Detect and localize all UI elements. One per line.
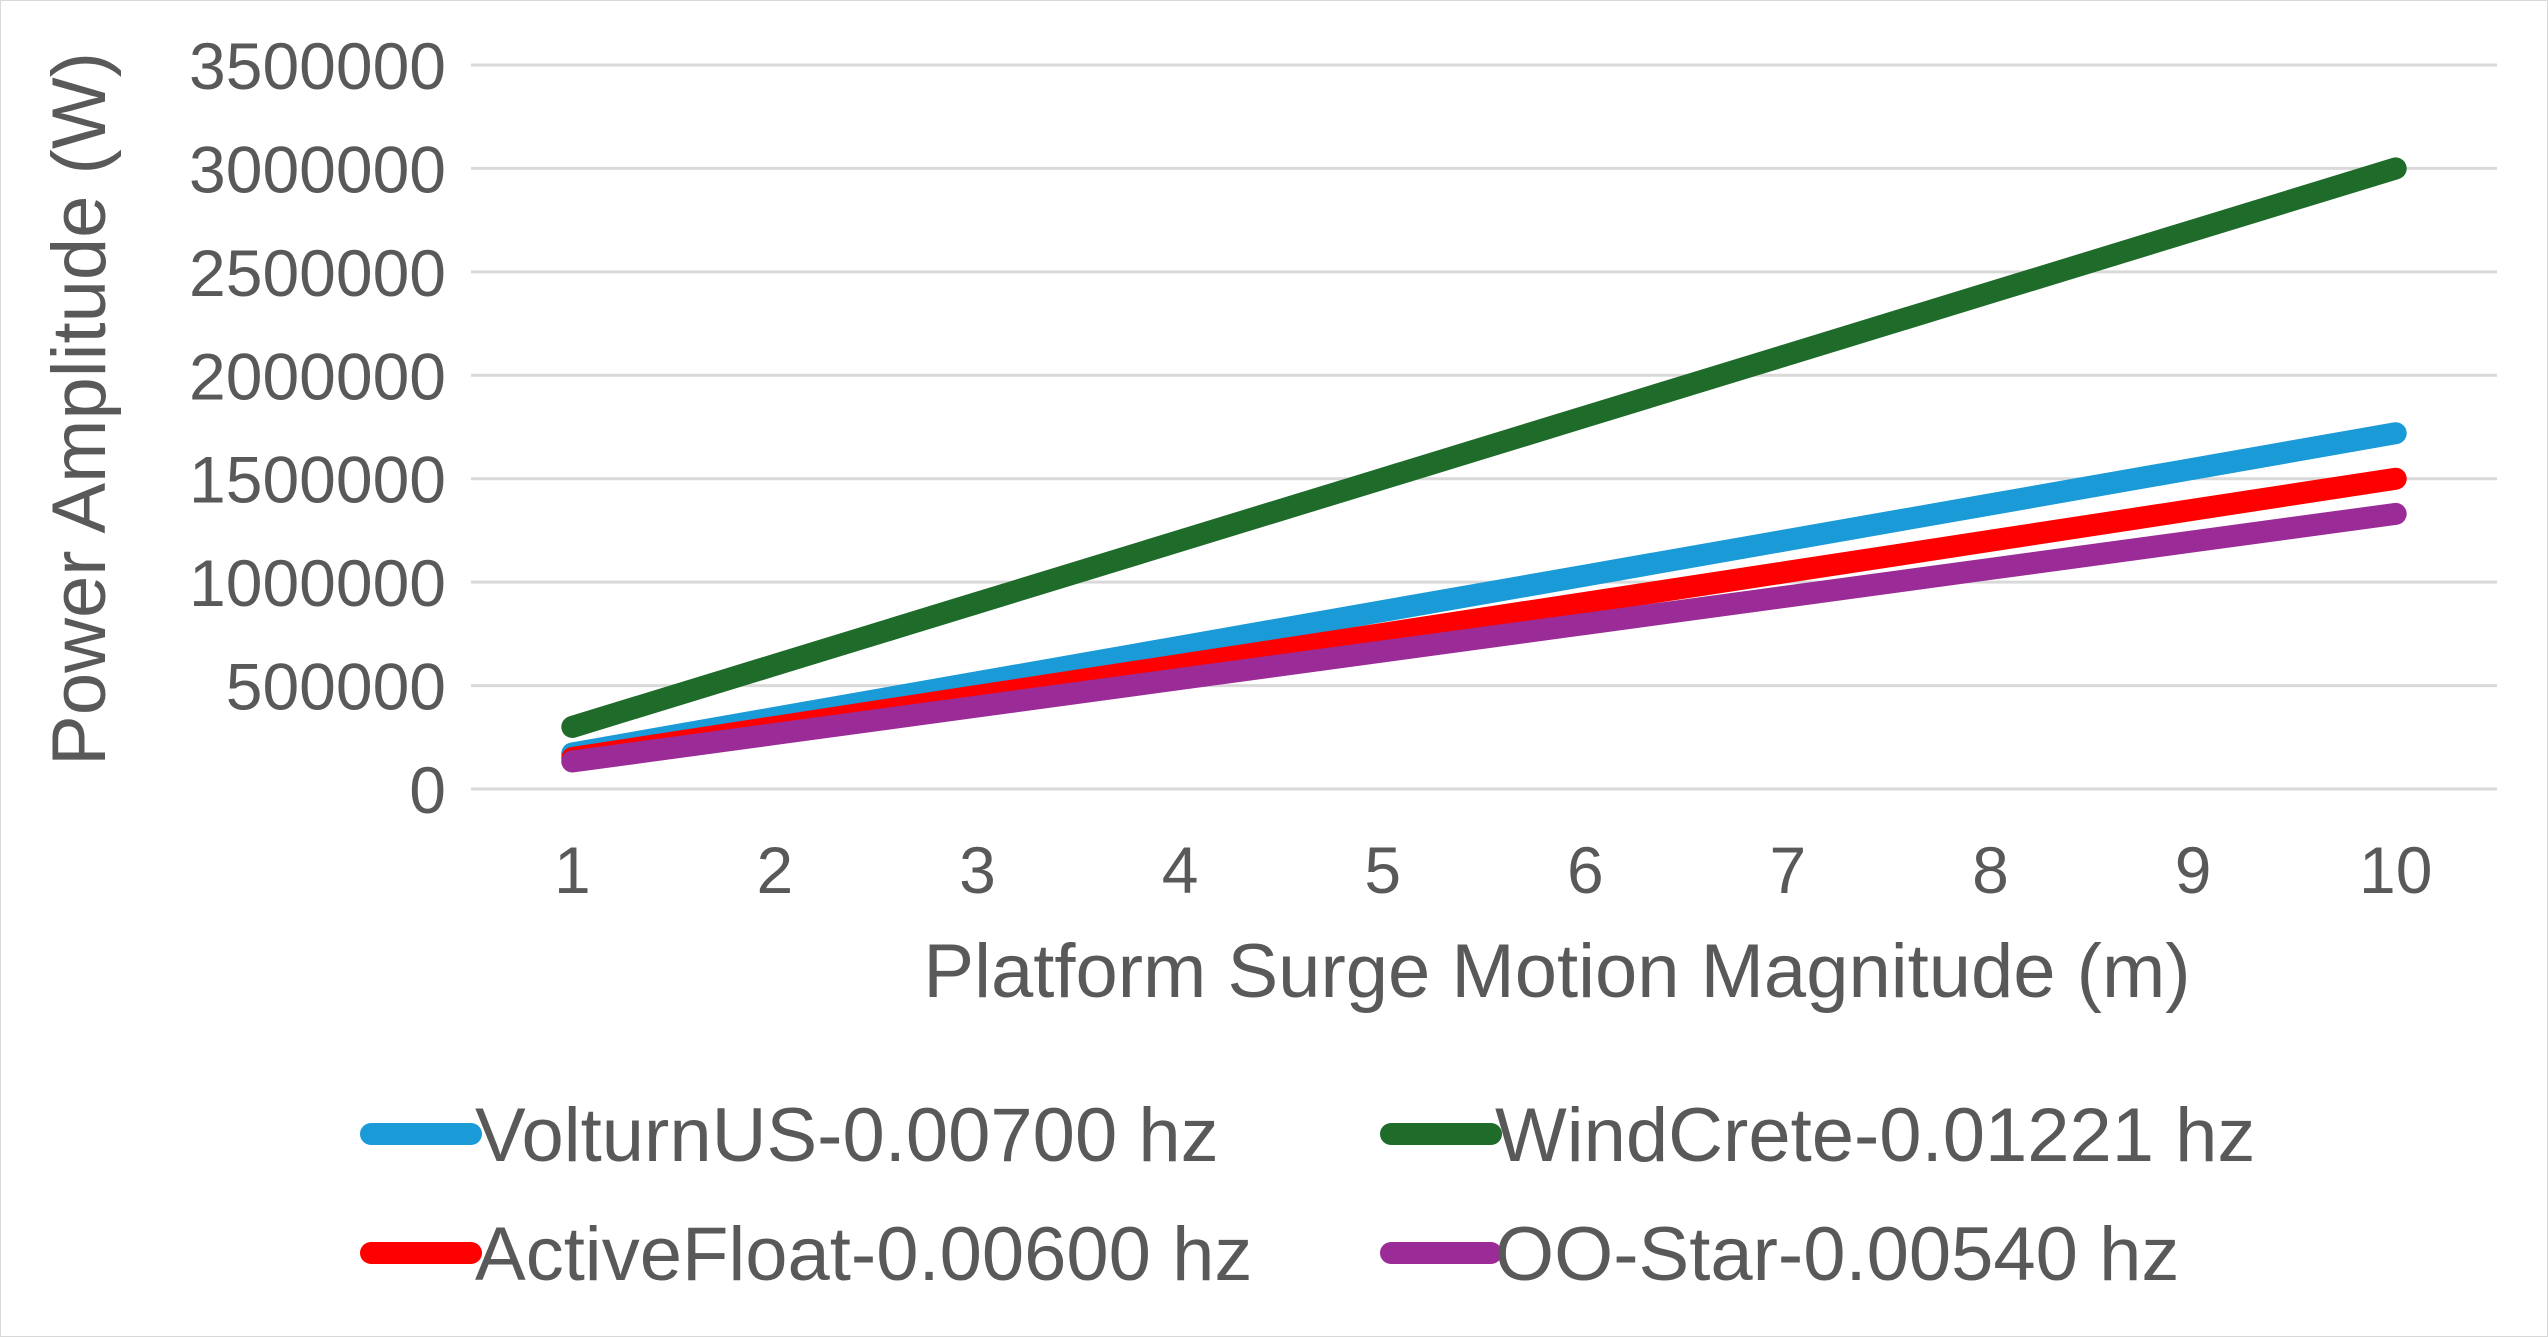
series-line-1: [561, 422, 2407, 765]
legend-label: OO-Star-0.00540 hz: [1495, 1212, 2179, 1297]
x-tick-label: 2: [757, 833, 794, 907]
x-tick-label: 3: [959, 833, 996, 907]
y-tick-label: 2000000: [189, 339, 446, 413]
series-line-2: [561, 157, 2407, 738]
y-axis-title: Power Amplitude (W): [37, 52, 122, 766]
gridlines: [471, 63, 2497, 791]
x-tick-label: 5: [1364, 833, 1401, 907]
plot-series: [561, 157, 2407, 773]
x-tick-label: 4: [1162, 833, 1199, 907]
series-line-4: [561, 502, 2407, 773]
x-axis-ticks: 1 2 3 4 5 6 7 8 9 10: [554, 833, 2432, 907]
x-axis-title: Platform Surge Motion Magnitude (m): [923, 929, 2190, 1014]
y-tick-label: 1500000: [189, 443, 446, 517]
legend-label: VolturnUS-0.00700 hz: [475, 1093, 1219, 1178]
y-tick-label: 2500000: [189, 236, 446, 310]
legend: VolturnUS-0.00700 hz WindCrete-0.01221 hz…: [360, 1093, 2255, 1297]
legend-label: ActiveFloat-0.00600 hz: [475, 1212, 1252, 1297]
y-tick-label: 500000: [226, 650, 446, 724]
y-tick-label: 3000000: [189, 132, 446, 206]
x-tick-label: 6: [1567, 833, 1604, 907]
x-tick-label: 7: [1770, 833, 1807, 907]
x-tick-label: 10: [2359, 833, 2432, 907]
y-tick-label: 3500000: [189, 29, 446, 103]
legend-label: WindCrete-0.01221 hz: [1495, 1093, 2255, 1178]
x-tick-label: 9: [2175, 833, 2212, 907]
x-tick-label: 8: [1972, 833, 2009, 907]
y-tick-label: 0: [409, 753, 446, 827]
y-tick-label: 1000000: [189, 546, 446, 620]
x-tick-label: 1: [554, 833, 591, 907]
y-axis-ticks: 0 500000 1000000 1500000 2000000 2500000 30000…: [189, 29, 446, 827]
